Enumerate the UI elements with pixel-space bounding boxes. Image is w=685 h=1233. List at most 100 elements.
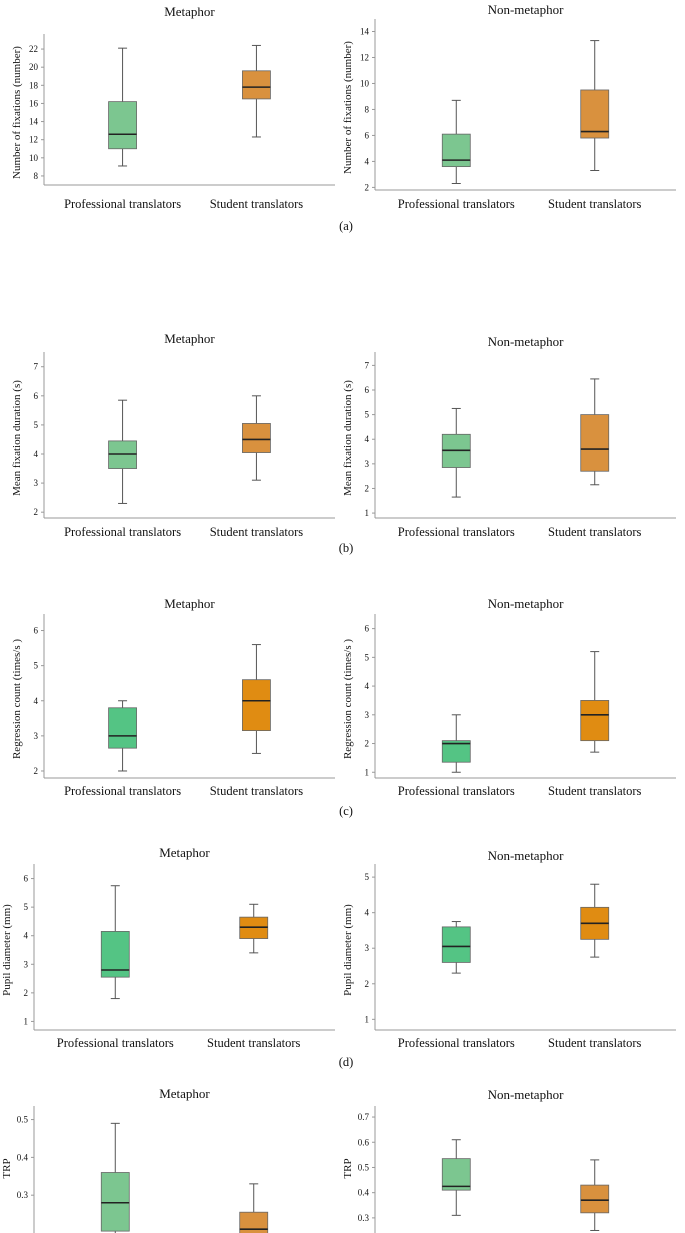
y-tick-label: 2 [365, 979, 370, 989]
chart-title: Metaphor [164, 4, 215, 19]
y-tick-label: 3 [365, 943, 370, 953]
category-label: Professional translators [64, 525, 181, 539]
y-tick-label: 2 [24, 988, 29, 998]
category-label: Student translators [548, 1036, 642, 1050]
y-tick-label: 4 [365, 434, 370, 444]
y-tick-label: 0.4 [358, 1188, 370, 1198]
y-tick-label: 10 [360, 78, 370, 88]
y-tick-label: 8 [34, 171, 39, 181]
box-iqr [441, 1158, 471, 1191]
chart-title: Metaphor [164, 596, 215, 611]
y-tick-label: 5 [365, 410, 370, 420]
chart-title: Metaphor [159, 1086, 210, 1101]
y-axis-label: Regression count (times/s ) [342, 639, 354, 759]
y-tick-label: 1 [365, 508, 370, 518]
y-axis-label: Mean fixation duration (s) [11, 380, 23, 496]
y-tick-label: 1 [365, 1014, 370, 1024]
y-tick-label: 10 [29, 153, 39, 163]
box-professional [108, 700, 137, 772]
y-tick-label: 3 [24, 959, 29, 969]
y-tick-label: 3 [365, 710, 370, 720]
y-tick-label: 22 [29, 44, 38, 54]
y-tick-label: 7 [34, 362, 39, 372]
chart-e-right: Non-metaphor TRP 0.3 0.4 0.5 0.6 0.7 [342, 1087, 610, 1233]
box-student [239, 903, 269, 954]
chart-title: Metaphor [164, 331, 215, 346]
y-tick-label: 20 [29, 62, 39, 72]
y-axis-label: Number of fixations (number) [11, 46, 23, 179]
box-professional [108, 47, 137, 167]
y-tick-label: 5 [365, 872, 370, 882]
category-label: Student translators [548, 784, 642, 798]
y-tick-label: 8 [365, 104, 370, 114]
box-professional [441, 714, 471, 773]
y-tick-label: 0.3 [17, 1190, 29, 1200]
y-tick-label: 3 [34, 478, 39, 488]
y-tick-label: 5 [34, 420, 39, 430]
y-axis-label: Pupil diameter (mm) [1, 904, 13, 996]
y-tick-label: 1 [365, 767, 370, 777]
y-tick-label: 1 [24, 1016, 29, 1026]
y-tick-label: 6 [365, 385, 370, 395]
box-student [580, 40, 610, 172]
box-student [580, 883, 610, 958]
y-axis-label: TRP [342, 1158, 354, 1178]
y-tick-label: 6 [365, 624, 370, 634]
box-professional [441, 921, 471, 974]
y-tick-label: 12 [29, 135, 38, 145]
box-iqr [242, 679, 271, 732]
category-label: Professional translators [57, 1036, 174, 1050]
chart-b-right: Non-metaphor Mean fixation duration (s) 1 2… [342, 334, 676, 539]
box-iqr [242, 423, 271, 453]
y-tick-label: 4 [34, 449, 39, 459]
box-iqr [580, 89, 610, 139]
chart-c-right: Non-metaphor Regression count (times/s ) 1… [342, 596, 676, 798]
y-tick-label: 16 [29, 98, 39, 108]
category-label: Professional translators [398, 784, 515, 798]
category-label: Student translators [207, 1036, 301, 1050]
box-iqr [100, 1172, 130, 1232]
chart-title: Non-metaphor [488, 2, 564, 17]
box-iqr [108, 101, 137, 150]
y-tick-label: 14 [29, 117, 39, 127]
y-tick-label: 3 [34, 731, 39, 741]
y-tick-label: 2 [34, 766, 39, 776]
box-iqr [580, 1184, 610, 1214]
y-tick-label: 4 [365, 908, 370, 918]
y-tick-label: 2 [365, 739, 370, 749]
chart-d-right: Non-metaphor Pupil diameter (mm) 1 2 3 4 5 Prof… [342, 848, 676, 1050]
y-tick-label: 2 [365, 483, 370, 493]
y-tick-label: 4 [34, 696, 39, 706]
category-label: Professional translators [398, 197, 515, 211]
box-student [580, 1159, 610, 1231]
chart-title: Non-metaphor [488, 1087, 564, 1102]
chart-d-left: Metaphor Pupil diameter (mm) 1 2 3 4 5 6 Profess… [1, 845, 335, 1050]
box-iqr [239, 1211, 269, 1233]
panel-label-a: (a) [339, 219, 353, 233]
box-professional [441, 1139, 471, 1216]
y-tick-label: 0.5 [17, 1115, 29, 1125]
panel-label-d: (d) [339, 1055, 354, 1069]
chart-title: Non-metaphor [488, 596, 564, 611]
y-tick-label: 14 [360, 26, 370, 36]
category-label: Student translators [548, 525, 642, 539]
category-label: Professional translators [64, 784, 181, 798]
chart-c-left: Metaphor Regression count (times/s ) 2 3 4 5 6… [11, 596, 335, 798]
y-axis-label: Pupil diameter (mm) [342, 904, 354, 996]
y-tick-label: 5 [365, 652, 370, 662]
y-tick-label: 2 [34, 507, 39, 517]
box-student [242, 395, 271, 481]
y-axis-label: Number of fixations (number) [342, 41, 354, 174]
box-iqr [580, 700, 610, 742]
panel-label-c: (c) [339, 804, 353, 818]
y-tick-label: 6 [24, 874, 29, 884]
y-tick-label: 0.6 [358, 1137, 370, 1147]
panel-label-b: (b) [339, 541, 354, 555]
chart-b-left: Metaphor Mean fixation duration (s) 2 3 4 5 6 7… [11, 331, 335, 539]
box-student [580, 378, 610, 486]
y-tick-label: 0.5 [358, 1162, 370, 1172]
y-tick-label: 4 [365, 681, 370, 691]
category-label: Professional translators [398, 1036, 515, 1050]
box-iqr [441, 740, 471, 763]
box-iqr [441, 926, 471, 963]
